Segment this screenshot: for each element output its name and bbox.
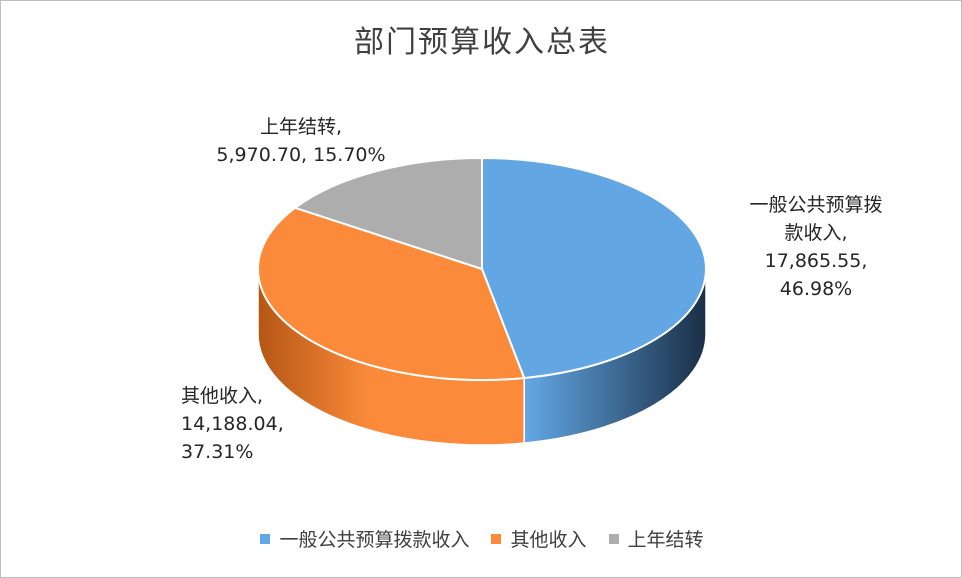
data-label-general-line2: 款收入, [784,222,848,244]
legend: 一般公共预算拨款收入 其他收入 上年结转 [1,525,961,552]
data-label-general-line1: 一般公共预算拨 [749,194,883,216]
legend-swatch-carry [608,533,619,544]
legend-label-carry: 上年结转 [627,529,704,551]
legend-swatch-general [260,533,271,544]
legend-item-general: 一般公共预算拨款收入 [260,525,469,552]
chart-title: 部门预算收入总表 [354,25,610,60]
legend-item-other: 其他收入 [491,525,587,552]
data-label-general-value: 17,865.55, [764,250,868,272]
pie-slice-2 [294,157,483,270]
legend-swatch-other [491,533,502,544]
data-label-other-percent: 37.31% [181,441,254,463]
legend-label-general: 一般公共预算拨款收入 [279,529,470,551]
data-label-other-value: 14,188.04, [181,413,284,435]
data-label-general-budget: 一般公共预算拨 款收入, 17,865.55, 46.98% [701,191,931,303]
pie-slice-1 [257,206,526,381]
data-label-other-income: 其他收入, 14,188.04, 37.31% [181,382,301,466]
legend-item-carry: 上年结转 [608,525,704,552]
data-label-carryover: 上年结转, 5,970.70, 15.70% [201,113,401,169]
data-label-carry-name: 上年结转, [259,116,343,138]
data-label-other-name: 其他收入, [181,385,264,407]
data-label-general-percent: 46.98% [779,278,853,300]
data-label-carry-value: 5,970.70, 15.70% [216,144,386,166]
pie-slice-0 [481,157,707,380]
legend-label-other: 其他收入 [510,529,587,551]
